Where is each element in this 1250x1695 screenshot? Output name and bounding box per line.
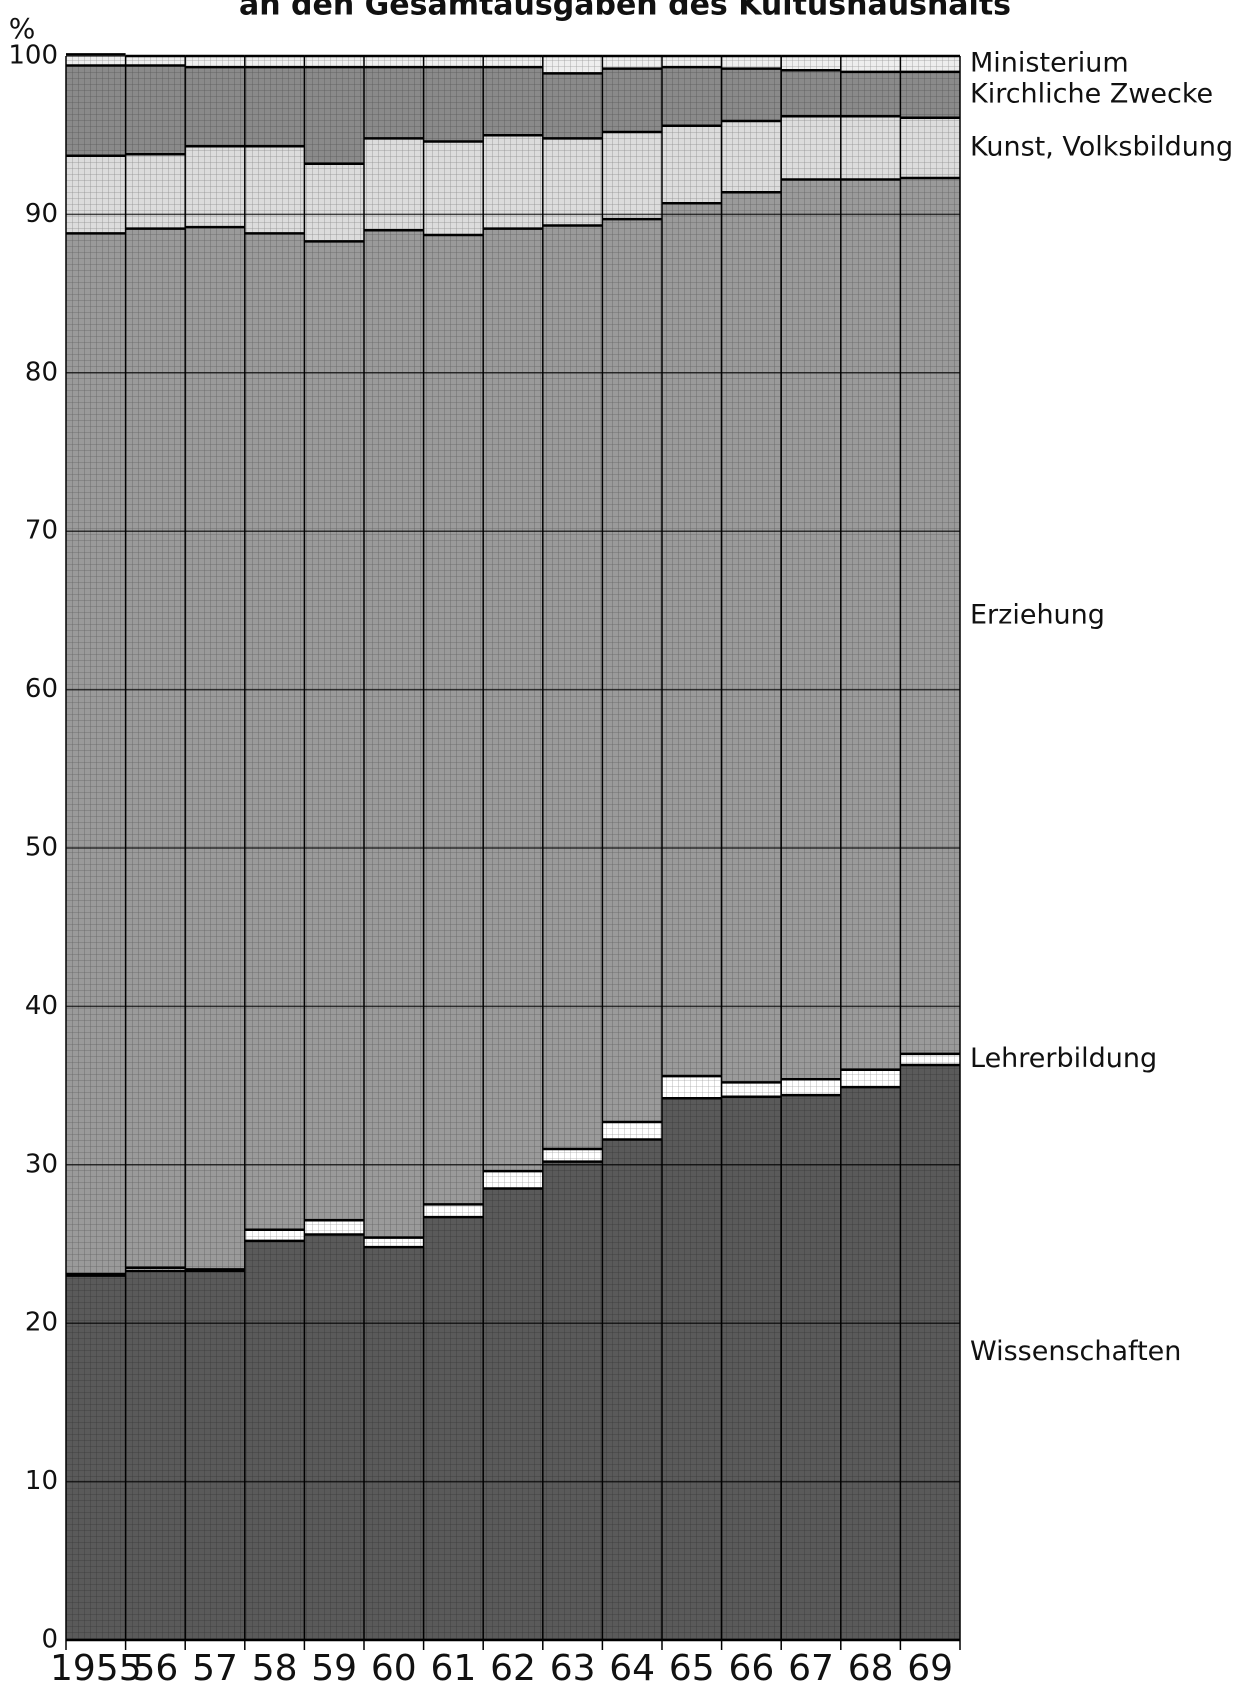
legend-label: Wissenschaften [970,1336,1181,1367]
x-tick-label: 63 [550,1648,596,1689]
y-tick-label: 30 [25,1149,58,1179]
x-tick-label: 65 [669,1648,715,1689]
y-tick-label: 60 [25,674,58,704]
x-tick-label: 67 [788,1648,834,1689]
legend-label: Kunst, Volksbildung [970,131,1233,162]
x-tick-label: 59 [311,1648,357,1689]
x-tick-label: 1955 [50,1648,142,1689]
legend-label: Erziehung [970,599,1105,630]
x-tick-label: 66 [728,1648,774,1689]
y-tick-label: 80 [25,357,58,387]
legend-label: Ministerium [970,47,1129,78]
y-axis-label: % [9,12,36,45]
y-tick-label: 20 [25,1308,58,1338]
legend-label: Lehrerbildung [970,1043,1157,1074]
x-tick-label: 64 [609,1648,655,1689]
x-tick-label: 62 [490,1648,536,1689]
x-tick-label: 58 [252,1648,298,1689]
y-tick-label: 90 [25,199,58,229]
x-tick-label: 69 [907,1648,953,1689]
x-tick-label: 57 [192,1648,238,1689]
legend-label: Kirchliche Zwecke [970,78,1213,109]
chart-title: an den Gesamtausgaben des Kultushaushalt… [239,0,1011,23]
x-tick-label: 61 [430,1648,476,1689]
x-tick-label: 68 [848,1648,894,1689]
x-tick-label: 56 [132,1648,178,1689]
y-tick-label: 10 [25,1466,58,1496]
y-tick-label: 70 [25,516,58,546]
x-tick-label: 60 [371,1648,417,1689]
y-tick-label: 100 [8,41,58,71]
y-tick-label: 40 [25,991,58,1021]
y-tick-label: 0 [41,1625,58,1655]
y-tick-label: 50 [25,833,58,863]
